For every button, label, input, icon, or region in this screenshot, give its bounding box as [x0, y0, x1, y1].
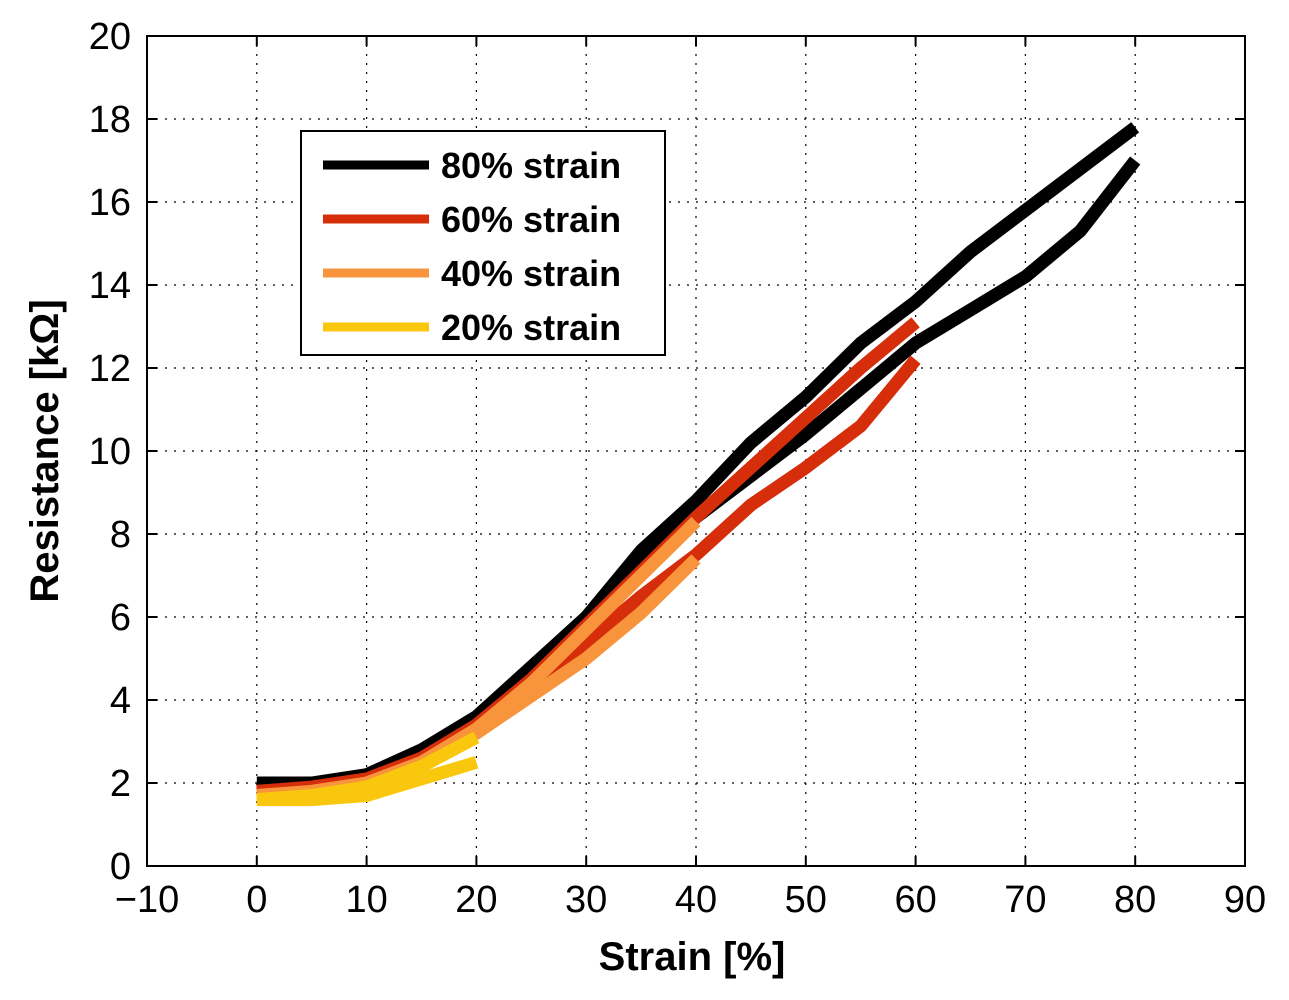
x-tick-label: 30	[565, 879, 607, 921]
x-axis-label: Strain [%]	[599, 935, 786, 979]
grid	[147, 36, 1245, 866]
legend-label: 40% strain	[441, 253, 621, 294]
y-axis-label: Resistance [kΩ]	[23, 299, 67, 602]
legend-label: 80% strain	[441, 145, 621, 186]
y-tick-label: 6	[110, 597, 131, 639]
legend: 80% strain 60% strain 40% strain 20% strain	[300, 130, 666, 356]
legend-item: 40% strain	[323, 253, 621, 294]
x-tick-label: −10	[115, 879, 179, 921]
x-tick-label: 70	[1004, 879, 1046, 921]
series-unloading-line	[256, 756, 479, 807]
y-tick-label: 16	[89, 182, 131, 224]
y-tick-label: 12	[89, 348, 131, 390]
x-tick-label: 90	[1224, 879, 1266, 921]
x-tick-label: 10	[345, 879, 387, 921]
y-tick-label: 2	[110, 763, 131, 805]
legend-item: 20% strain	[323, 307, 621, 348]
legend-label: 60% strain	[441, 199, 621, 240]
x-tick-label: 80	[1114, 879, 1156, 921]
series-layer	[256, 122, 1141, 807]
y-tick-label: 14	[89, 265, 131, 307]
x-tick-label: 50	[785, 879, 827, 921]
ticks	[146, 35, 1246, 867]
y-tick-label: 10	[89, 431, 131, 473]
y-tick-label: 4	[110, 680, 131, 722]
legend-label: 20% strain	[441, 307, 621, 348]
y-tick-label: 0	[110, 846, 131, 888]
x-tick-label: 0	[246, 879, 267, 921]
y-tick-label: 8	[110, 514, 131, 556]
legend-item: 60% strain	[323, 199, 621, 240]
legend-item: 80% strain	[323, 145, 621, 186]
y-tick-label: 20	[89, 16, 131, 58]
x-tick-label: 40	[675, 879, 717, 921]
y-tick-label: 18	[89, 99, 131, 141]
series-4	[256, 731, 480, 807]
x-tick-label: 60	[894, 879, 936, 921]
x-tick-label: 20	[455, 879, 497, 921]
